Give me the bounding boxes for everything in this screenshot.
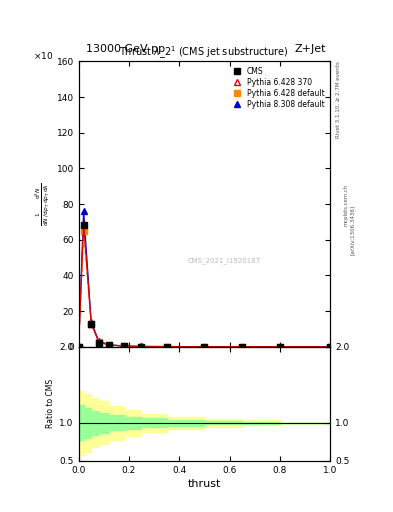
Pythia 6.428 370 <box>202 344 207 350</box>
Title: Thrust $\lambda\_2^1$ (CMS jet substructure): Thrust $\lambda\_2^1$ (CMS jet substruct… <box>119 44 289 61</box>
Pythia 8.308 default <box>96 338 101 344</box>
Pythia 6.428 default <box>164 344 169 350</box>
Pythia 8.308 default <box>202 344 207 350</box>
Pythia 6.428 370 <box>240 344 244 350</box>
Pythia 8.308 default <box>240 344 244 350</box>
Pythia 6.428 370 <box>89 321 94 327</box>
CMS <box>164 344 169 350</box>
Pythia 6.428 370 <box>277 344 282 350</box>
Pythia 8.308 default <box>76 344 81 350</box>
Pythia 8.308 default <box>89 318 94 325</box>
Pythia 6.428 default <box>76 344 81 350</box>
Pythia 6.428 default <box>328 344 332 350</box>
Text: $\times 10$: $\times 10$ <box>33 51 54 61</box>
CMS <box>240 344 244 350</box>
Text: [arXiv:1306.3436]: [arXiv:1306.3436] <box>350 205 355 255</box>
Text: CMS_2021_I1920187: CMS_2021_I1920187 <box>188 258 261 265</box>
Pythia 6.428 370 <box>121 343 126 349</box>
Line: Pythia 8.308 default: Pythia 8.308 default <box>76 208 333 350</box>
CMS <box>81 222 86 228</box>
Pythia 8.308 default <box>139 344 144 350</box>
CMS <box>139 344 144 350</box>
Pythia 6.428 default <box>121 343 126 349</box>
Pythia 6.428 default <box>139 344 144 350</box>
Pythia 6.428 default <box>240 344 244 350</box>
CMS <box>89 322 94 328</box>
Y-axis label: $\frac{1}{\mathrm{d}N\,/\,\mathrm{d}p_T}\frac{\mathrm{d}^2 N}{\mathrm{d}p_T\,\ma: $\frac{1}{\mathrm{d}N\,/\,\mathrm{d}p_T}… <box>34 182 52 226</box>
Pythia 8.308 default <box>164 344 169 350</box>
Text: Rivet 3.1.10, ≥ 2.7M events: Rivet 3.1.10, ≥ 2.7M events <box>336 61 341 138</box>
Text: mcplots.cern.ch: mcplots.cern.ch <box>344 184 349 226</box>
CMS <box>96 339 101 346</box>
Text: Z+Jet: Z+Jet <box>295 44 326 54</box>
Pythia 8.308 default <box>121 343 126 349</box>
Pythia 6.428 default <box>96 339 101 345</box>
CMS <box>202 344 207 350</box>
CMS <box>277 344 282 350</box>
Pythia 6.428 370 <box>107 342 111 348</box>
CMS <box>76 344 81 350</box>
CMS <box>121 343 126 349</box>
Pythia 6.428 370 <box>164 344 169 350</box>
Pythia 8.308 default <box>81 208 86 214</box>
Pythia 6.428 default <box>202 344 207 350</box>
CMS <box>328 344 332 350</box>
Pythia 8.308 default <box>277 344 282 350</box>
Line: Pythia 6.428 default: Pythia 6.428 default <box>76 228 333 350</box>
Y-axis label: Ratio to CMS: Ratio to CMS <box>46 379 55 429</box>
Pythia 6.428 default <box>81 228 86 234</box>
Pythia 6.428 370 <box>139 344 144 350</box>
Pythia 6.428 370 <box>76 344 81 350</box>
Legend: CMS, Pythia 6.428 370, Pythia 6.428 default, Pythia 8.308 default: CMS, Pythia 6.428 370, Pythia 6.428 defa… <box>229 65 326 110</box>
Pythia 6.428 default <box>277 344 282 350</box>
Text: 13000 GeV pp: 13000 GeV pp <box>86 44 165 54</box>
Pythia 8.308 default <box>107 342 111 348</box>
Pythia 6.428 370 <box>81 221 86 227</box>
Line: Pythia 6.428 370: Pythia 6.428 370 <box>76 221 333 350</box>
CMS <box>107 342 111 348</box>
Pythia 6.428 370 <box>96 338 101 345</box>
Pythia 6.428 370 <box>328 344 332 350</box>
Pythia 8.308 default <box>328 344 332 350</box>
Line: CMS: CMS <box>76 223 333 350</box>
Pythia 6.428 default <box>89 321 94 327</box>
X-axis label: thrust: thrust <box>188 479 221 489</box>
Pythia 6.428 default <box>107 342 111 348</box>
